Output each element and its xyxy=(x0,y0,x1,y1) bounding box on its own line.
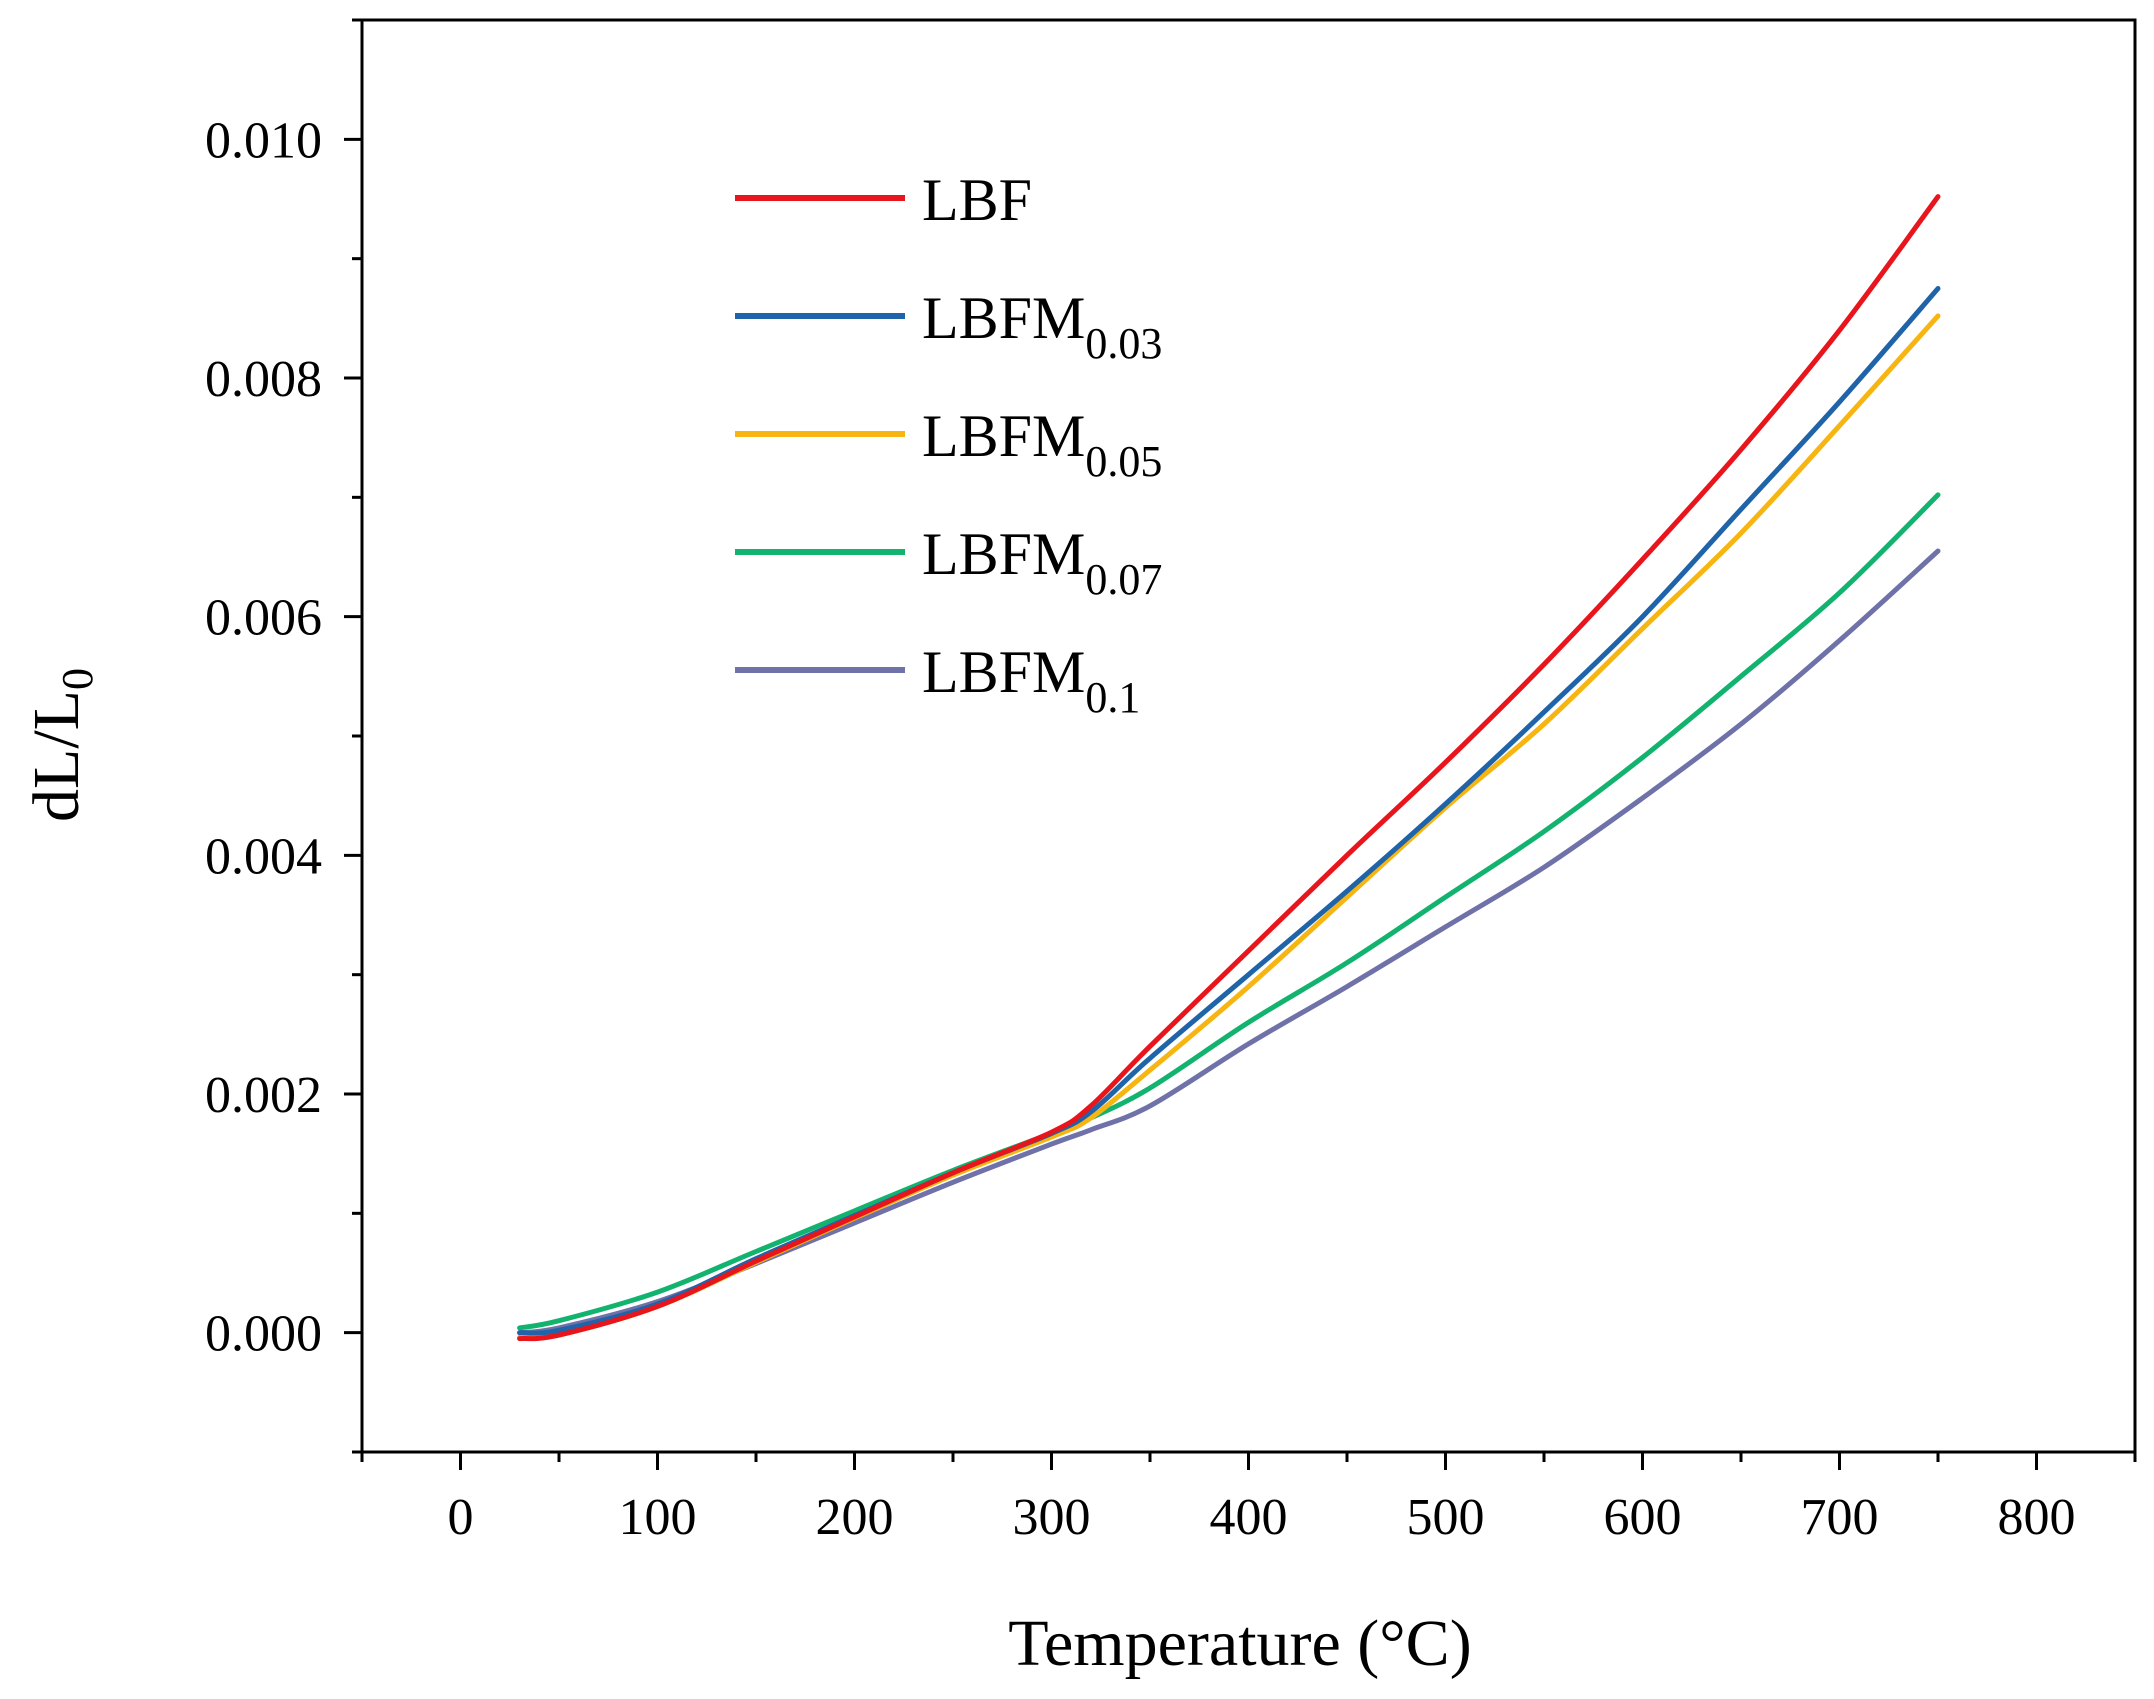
y-tick-label: 0.010 xyxy=(205,112,322,169)
x-tick-label: 200 xyxy=(816,1489,894,1546)
legend-label: LBFM0.07 xyxy=(922,521,1162,604)
y-tick-label: 0.006 xyxy=(205,590,322,647)
x-tick-label: 0 xyxy=(448,1489,474,1546)
legend: LBF LBFM0.03 LBFM0.05 LBFM0.07 LBFM0.1 xyxy=(735,167,1162,722)
legend-label: LBFM0.03 xyxy=(922,285,1162,368)
x-axis-title: Temperature (°C) xyxy=(1008,1607,1471,1680)
y-axis-ticks: 0.000 0.002 0.004 0.006 0.008 0.010 xyxy=(205,18,362,1454)
series-line-lbfm-0-1 xyxy=(517,548,1941,1336)
y-tick-label: 0.008 xyxy=(205,351,322,408)
plot-frame xyxy=(360,18,2137,1454)
y-tick-label: 0.002 xyxy=(205,1067,322,1124)
x-tick-label: 700 xyxy=(1801,1489,1879,1546)
legend-label: LBFM0.05 xyxy=(922,403,1162,486)
series-layer xyxy=(517,194,1941,1342)
x-tick-label: 300 xyxy=(1013,1489,1091,1546)
series-line-lbf xyxy=(517,194,1941,1342)
y-axis-title: dL/L0 xyxy=(20,668,102,822)
plot-border xyxy=(360,18,2137,1454)
x-tick-label: 400 xyxy=(1210,1489,1288,1546)
x-tick-label: 500 xyxy=(1407,1489,1485,1546)
legend-label: LBF xyxy=(922,167,1032,233)
series-line-lbfm-0-03 xyxy=(517,286,1941,1336)
x-tick-label: 600 xyxy=(1604,1489,1682,1546)
legend-label: LBFM0.1 xyxy=(922,639,1140,722)
x-tick-label: 100 xyxy=(619,1489,697,1546)
y-tick-label: 0.000 xyxy=(205,1306,322,1363)
y-tick-label: 0.004 xyxy=(205,828,322,885)
x-axis-ticks: 0 100 200 300 400 500 600 700 800 xyxy=(360,1452,2137,1546)
y-axis-title-subscript: 0 xyxy=(53,668,102,690)
y-axis-title-main: dL/L xyxy=(20,690,93,822)
x-tick-label: 800 xyxy=(1998,1489,2076,1546)
series-line-lbfm-0-07 xyxy=(517,492,1941,1331)
